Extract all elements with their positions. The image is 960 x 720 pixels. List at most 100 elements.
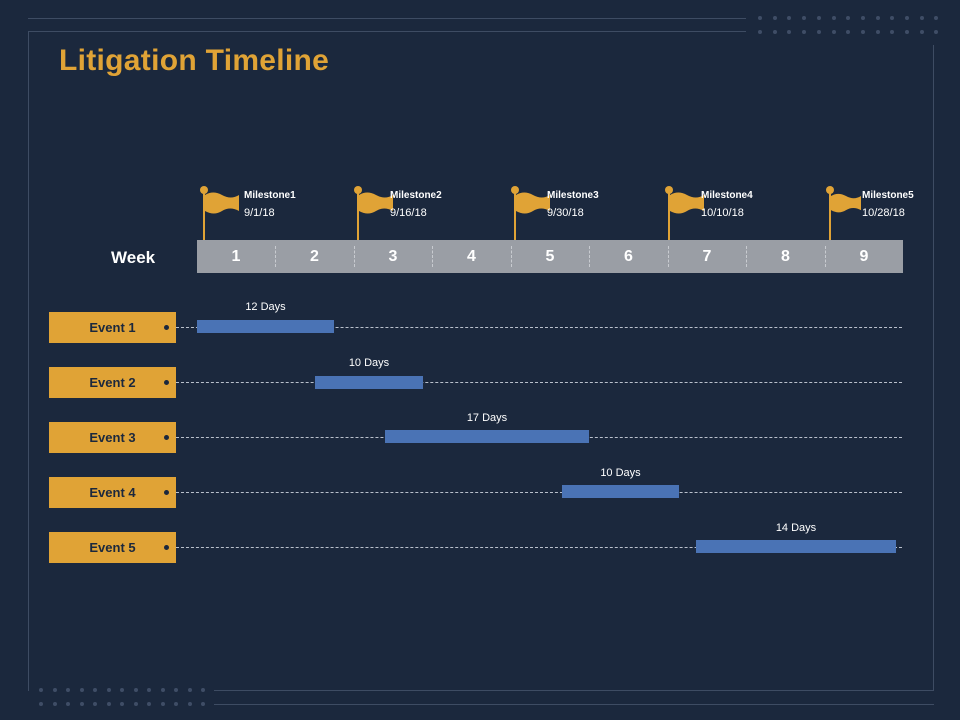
frame-bottom-line — [214, 690, 934, 691]
decorative-dot — [758, 16, 762, 20]
decorative-dot — [919, 30, 924, 34]
event-label-3: Event 3 — [49, 422, 176, 453]
decorative-dot — [831, 30, 836, 34]
milestone-date: 9/1/18 — [244, 207, 275, 219]
event-duration-label: 10 Days — [348, 357, 390, 369]
frame-top-line — [28, 18, 746, 19]
decorative-dot — [52, 702, 57, 706]
milestone-4: Milestone4 10/10/18 — [665, 186, 818, 242]
event-connector-dot — [164, 545, 169, 550]
event-guide-line — [176, 327, 902, 328]
decorative-dot — [147, 688, 151, 692]
event-label-5: Event 5 — [49, 532, 176, 563]
decorative-dot — [39, 688, 43, 692]
decorative-dot — [860, 16, 865, 20]
event-connector-dot — [164, 490, 169, 495]
decorative-dot — [919, 16, 924, 20]
decorative-dot — [93, 702, 97, 706]
event-duration-bar — [197, 320, 334, 333]
flag-pole — [357, 190, 359, 242]
flag-pole — [668, 190, 670, 242]
decorative-dot — [802, 30, 807, 34]
decorative-dot — [187, 702, 192, 706]
decorative-dot — [846, 16, 851, 20]
week-cell-8: 8 — [781, 247, 790, 265]
event-duration-label: 14 Days — [775, 522, 817, 534]
week-cell-7: 7 — [702, 247, 712, 265]
event-duration-bar — [315, 376, 423, 389]
decorative-dot — [890, 30, 895, 34]
decorative-dot — [772, 16, 777, 20]
decorative-dot — [39, 702, 43, 706]
week-cell-3: 3 — [388, 247, 398, 265]
event-duration-label: 12 Days — [245, 301, 286, 313]
decorative-dot — [802, 16, 807, 20]
week-cell-4: 4 — [467, 247, 476, 265]
decorative-dot — [772, 30, 777, 34]
milestone-name: Milestone2 — [390, 190, 442, 201]
flag-icon — [359, 192, 393, 214]
week-divider — [354, 246, 355, 267]
event-guide-line — [176, 382, 902, 383]
milestone-date: 10/10/18 — [701, 207, 744, 219]
milestone-name: Milestone1 — [244, 190, 296, 201]
decorative-dot — [201, 702, 205, 706]
decorative-dot — [147, 702, 151, 706]
milestone-3: Milestone3 9/30/18 — [511, 186, 664, 242]
decorative-dot — [52, 688, 57, 692]
week-divider — [511, 246, 512, 267]
week-cell-6: 6 — [624, 247, 633, 265]
decorative-dot — [106, 688, 111, 692]
decorative-dot — [201, 688, 205, 692]
decorative-dot — [133, 702, 138, 706]
decorative-dot — [758, 30, 762, 34]
flag-pole — [829, 190, 831, 242]
flag-pole-knob — [200, 186, 208, 194]
decorative-dot — [160, 702, 165, 706]
event-connector-dot — [164, 435, 169, 440]
milestone-date: 9/16/18 — [390, 207, 427, 219]
frame-right-line — [933, 45, 934, 691]
flag-icon — [516, 192, 550, 214]
week-divider — [825, 246, 826, 267]
page-title: Litigation Timeline — [59, 44, 330, 77]
decorative-dot — [174, 702, 178, 706]
decorative-dot — [106, 702, 111, 706]
week-divider — [746, 246, 747, 267]
event-duration-bar — [562, 485, 679, 498]
decorative-dot — [66, 702, 70, 706]
decorative-dot — [787, 30, 792, 34]
decorative-dot — [66, 688, 70, 692]
decorative-dot — [787, 16, 792, 20]
event-label-2: Event 2 — [49, 367, 176, 398]
decorative-dot — [79, 702, 84, 706]
decorative-dot — [890, 16, 895, 20]
flag-pole-knob — [354, 186, 362, 194]
flag-icon — [205, 192, 239, 214]
flag-pole — [514, 190, 516, 242]
event-duration-label: 17 Days — [466, 412, 508, 424]
week-label: Week — [111, 248, 156, 267]
week-bar: 1 2 3 4 5 6 7 8 9 — [197, 240, 903, 273]
milestone-2: Milestone2 9/16/18 — [354, 186, 507, 242]
week-divider — [275, 246, 276, 267]
week-divider — [432, 246, 433, 267]
decorative-dot — [93, 688, 97, 692]
decorative-dot — [934, 30, 939, 34]
decorative-dot — [816, 16, 821, 20]
week-divider — [668, 246, 669, 267]
flag-pole-knob — [511, 186, 519, 194]
milestone-date: 10/28/18 — [862, 207, 905, 219]
decorative-dot — [934, 16, 939, 20]
event-guide-line — [176, 547, 902, 548]
decorative-dot — [133, 688, 138, 692]
decorative-dot — [816, 30, 821, 34]
week-cell-1: 1 — [231, 247, 241, 265]
flag-icon — [670, 192, 704, 214]
decorative-dot — [187, 688, 192, 692]
milestone-5: Milestone5 10/28/18 — [826, 186, 929, 242]
decorative-dot — [120, 702, 124, 706]
decorative-dot — [875, 16, 880, 20]
flag-pole — [203, 190, 205, 242]
frame-bottom-line-outer — [214, 704, 934, 705]
